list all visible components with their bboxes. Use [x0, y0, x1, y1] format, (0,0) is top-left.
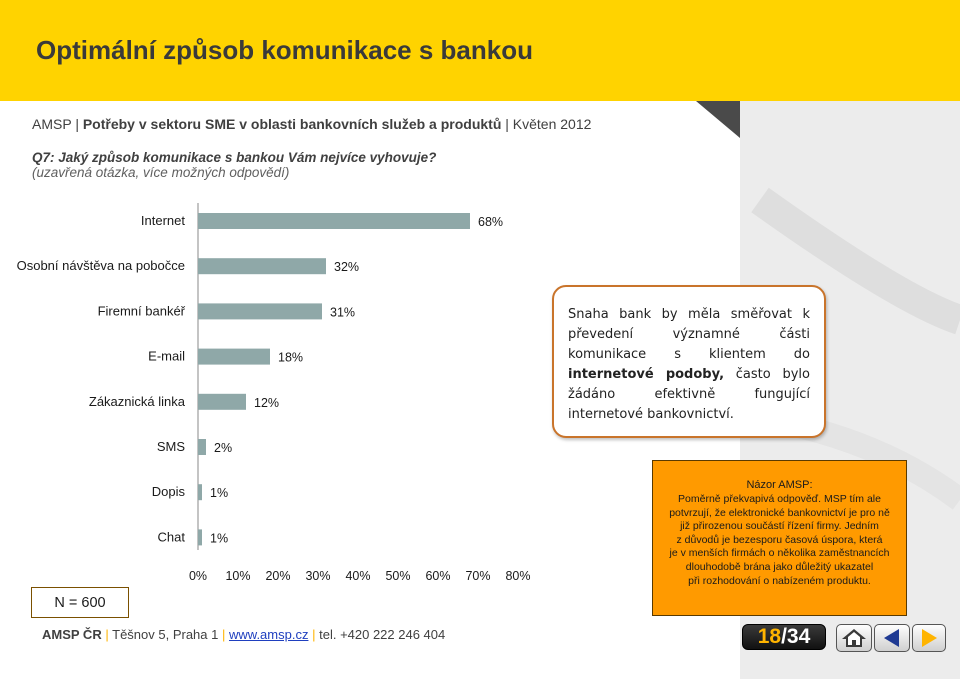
opinion-box: Názor AMSP: Poměrně překvapivá odpověď. … [652, 460, 907, 616]
bar [198, 484, 202, 501]
bar [198, 258, 326, 275]
category-label: Chat [158, 529, 186, 544]
prev-button[interactable] [874, 624, 910, 652]
bar [198, 393, 246, 410]
source-suffix: | Květen 2012 [501, 116, 592, 132]
callout-box: Snaha bank by měla směřovat k převedení … [552, 285, 826, 438]
footer-phone: tel. +420 222 246 404 [319, 627, 446, 642]
value-label: 12% [254, 396, 279, 410]
x-tick-label: 70% [465, 569, 490, 583]
callout-text: Snaha bank by měla směřovat k převedení … [568, 307, 810, 422]
opinion-title: Názor AMSP: [746, 479, 813, 491]
footer: AMSP ČR | Těšnov 5, Praha 1 | www.amsp.c… [42, 627, 445, 642]
value-label: 68% [478, 215, 503, 229]
page-counter: 18/34 [742, 624, 826, 650]
footer-address: Těšnov 5, Praha 1 [112, 627, 219, 642]
x-tick-label: 10% [225, 569, 250, 583]
opinion-line: při rozhodování o nabízeném produktu. [688, 574, 871, 587]
category-label: Firemní bankéř [98, 303, 186, 318]
x-tick-label: 60% [425, 569, 450, 583]
value-label: 18% [278, 351, 303, 365]
footer-separator: | [105, 627, 109, 642]
bar [198, 439, 206, 455]
home-icon [842, 629, 866, 647]
x-tick-label: 80% [505, 569, 530, 583]
page-title: Optimální způsob komunikace s bankou [36, 35, 533, 65]
value-label: 1% [210, 531, 228, 545]
opinion-line: již přirozenou součástí řízení firmy. Je… [680, 520, 879, 533]
bar-chart: Internet 68% Osobní návštěva na pobočce 32%… [17, 203, 531, 583]
footer-separator: | [312, 627, 316, 642]
bar [198, 303, 322, 320]
x-tick-label: 40% [345, 569, 370, 583]
opinion-line: dlouhodobě brána jako důležitý ukazatel [685, 560, 874, 573]
value-label: 1% [210, 486, 228, 500]
next-button[interactable] [912, 624, 946, 652]
bar [198, 529, 202, 546]
opinion-body: Poměrně překvapivá odpověď. MSP tím ale … [659, 493, 900, 588]
home-button[interactable] [836, 624, 872, 652]
category-label: SMS [157, 439, 186, 454]
source-report: Potřeby v sektoru SME v oblasti bankovní… [82, 116, 502, 132]
category-label: Internet [141, 213, 185, 228]
x-tick-label: 30% [305, 569, 330, 583]
footer-org: AMSP ČR [42, 627, 102, 642]
page-current: 18 [757, 625, 782, 648]
source-prefix: AMSP | [32, 116, 83, 132]
x-tick-label: 0% [189, 569, 207, 583]
x-tick-label: 20% [265, 569, 290, 583]
callout-bold: internetové podoby, [568, 367, 725, 382]
value-label: 2% [214, 441, 232, 455]
opinion-line: je v menších firmách o několika zaměstna… [669, 547, 890, 560]
header-band [0, 0, 960, 101]
footer-separator: | [221, 627, 226, 642]
category-label: E-mail [148, 349, 185, 364]
opinion-line: z důvodů je bezesporu časová úspora, kte… [676, 533, 883, 546]
page-total: /34 [781, 625, 811, 648]
x-tick-label: 50% [385, 569, 410, 583]
sample-size-box: N = 600 [31, 587, 129, 618]
opinion-line: Poměrně překvapivá odpověď. MSP tím ale [678, 493, 881, 505]
value-label: 31% [330, 305, 355, 319]
category-label: Dopis [152, 484, 186, 499]
category-label: Osobní návštěva na pobočce [17, 258, 185, 273]
opinion-line: potvrzují, že elektronické bankovnictví … [669, 506, 890, 519]
question-text: Q7: Jaký způsob komunikace s bankou Vám … [32, 150, 437, 165]
question-note: (uzavřená otázka, více možných odpovědí) [32, 165, 290, 180]
bar [198, 348, 270, 365]
next-arrow-icon [922, 629, 937, 647]
value-label: 32% [334, 260, 359, 274]
category-label: Zákaznická linka [89, 394, 186, 409]
footer-web-link[interactable]: www.amsp.cz [229, 627, 309, 642]
prev-arrow-icon [884, 629, 899, 647]
bar [198, 213, 470, 229]
source-line: AMSP | Potřeby v sektoru SME v oblasti b… [32, 116, 591, 132]
